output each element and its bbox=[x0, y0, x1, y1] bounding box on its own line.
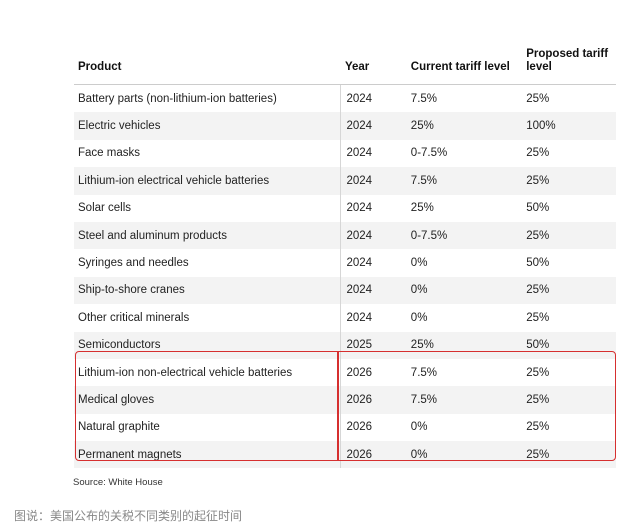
table-row-highlighted: Medical gloves 2026 7.5% 25% bbox=[74, 386, 616, 414]
cell-year: 2024 bbox=[340, 84, 407, 113]
cell-year: 2024 bbox=[340, 139, 407, 168]
cell-current-tariff: 25% bbox=[410, 202, 434, 215]
cell-proposed-tariff: 25% bbox=[522, 276, 616, 305]
cell-current-tariff: 0% bbox=[410, 421, 428, 434]
table-row: Steel and aluminum products 2024 0-7.5% 25% bbox=[74, 221, 616, 250]
table-row: Lithium-ion electrical vehicle batteries… bbox=[74, 167, 616, 195]
cell-proposed-tariff: 25% bbox=[522, 84, 616, 113]
table-row-highlighted: Lithium-ion non-electrical vehicle batte… bbox=[74, 358, 616, 387]
cell-proposed-tariff: 100% bbox=[522, 112, 616, 140]
cell-current-tariff: 7.5% bbox=[406, 386, 523, 414]
table-row: Syringes and needles 2024 0% 50% bbox=[74, 249, 616, 277]
cell-current-tariff: 25% bbox=[406, 331, 523, 359]
cell-proposed-tariff: 25% bbox=[522, 221, 616, 250]
cell-proposed-tariff: 25% bbox=[526, 147, 550, 160]
table-row: Battery parts (non-lithium-ion batteries… bbox=[74, 84, 616, 113]
header-year: Year bbox=[344, 61, 370, 73]
header-current-tariff: Current tariff level bbox=[410, 61, 510, 73]
cell-current-tariff: 0-7.5% bbox=[406, 221, 523, 250]
cell-product: Lithium-ion non-electrical vehicle batte… bbox=[78, 366, 293, 379]
cell-year: 2025 bbox=[340, 331, 407, 359]
highlight-box-divider bbox=[337, 351, 339, 461]
table-row: Other critical minerals 2024 0% 25% bbox=[74, 304, 616, 332]
cell-product: Electric vehicles bbox=[74, 112, 341, 140]
cell-proposed-tariff: 25% bbox=[526, 421, 550, 434]
table-row-highlighted: Permanent magnets 2026 0% 25% bbox=[74, 441, 616, 469]
cell-proposed-tariff: 50% bbox=[522, 331, 616, 359]
cell-product: Other critical minerals bbox=[78, 311, 190, 324]
cell-product: Face masks bbox=[78, 147, 140, 160]
cell-year: 2024 bbox=[340, 249, 407, 277]
cell-current-tariff: 7.5% bbox=[406, 167, 523, 195]
cell-proposed-tariff: 50% bbox=[526, 257, 550, 270]
cell-year: 2024 bbox=[340, 112, 407, 140]
cell-year: 2026 bbox=[340, 386, 407, 414]
cell-product: Permanent magnets bbox=[74, 441, 341, 469]
cell-year: 2024 bbox=[340, 167, 407, 195]
cell-year: 2026 bbox=[340, 413, 407, 442]
cell-proposed-tariff: 25% bbox=[526, 311, 550, 324]
table-row: Solar cells 2024 25% 50% bbox=[74, 194, 616, 222]
cell-year: 2024 bbox=[340, 221, 407, 250]
tariff-table: Product Year Current tariff level Propos… bbox=[74, 36, 616, 469]
table-row: Ship-to-shore cranes 2024 0% 25% bbox=[74, 276, 616, 305]
cell-product: Solar cells bbox=[78, 202, 132, 215]
table-body: Battery parts (non-lithium-ion batteries… bbox=[74, 84, 616, 469]
cell-current-tariff: 0% bbox=[406, 441, 523, 469]
cell-proposed-tariff: 25% bbox=[522, 441, 616, 469]
cell-proposed-tariff: 25% bbox=[522, 386, 616, 414]
cell-year: 2024 bbox=[340, 304, 407, 332]
cell-product: Medical gloves bbox=[74, 386, 341, 414]
cell-year: 2024 bbox=[340, 194, 407, 222]
cell-current-tariff: 0% bbox=[406, 276, 523, 305]
cell-product: Semiconductors bbox=[74, 331, 341, 359]
cell-product: Ship-to-shore cranes bbox=[74, 276, 341, 305]
cell-year: 2024 bbox=[340, 276, 407, 305]
cell-current-tariff: 25% bbox=[406, 112, 523, 140]
cell-product: Steel and aluminum products bbox=[74, 221, 341, 250]
cell-proposed-tariff: 50% bbox=[526, 202, 550, 215]
source-note: Source: White House bbox=[73, 477, 163, 488]
image-caption: 图说：美国公布的关税不同类别的起征时间 bbox=[14, 509, 243, 523]
cell-proposed-tariff: 25% bbox=[526, 366, 550, 379]
cell-current-tariff: 7.5% bbox=[406, 84, 523, 113]
table-row: Electric vehicles 2024 25% 100% bbox=[74, 112, 616, 140]
cell-current-tariff: 0% bbox=[410, 257, 428, 270]
cell-current-tariff: 7.5% bbox=[410, 366, 438, 379]
cell-year: 2026 bbox=[340, 441, 407, 469]
cell-product: Battery parts (non-lithium-ion batteries… bbox=[74, 84, 341, 113]
table-header-row: Product Year Current tariff level Propos… bbox=[74, 36, 616, 85]
header-product: Product bbox=[78, 61, 122, 73]
cell-current-tariff: 0-7.5% bbox=[410, 147, 448, 160]
table-row: Face masks 2024 0-7.5% 25% bbox=[74, 139, 616, 168]
cell-product: Lithium-ion electrical vehicle batteries bbox=[74, 167, 341, 195]
header-proposed-tariff: Proposed tariff level bbox=[526, 48, 609, 73]
cell-proposed-tariff: 25% bbox=[522, 167, 616, 195]
cell-product: Syringes and needles bbox=[78, 257, 189, 270]
cell-year: 2026 bbox=[340, 358, 407, 387]
cell-product: Natural graphite bbox=[78, 421, 160, 434]
cell-current-tariff: 0% bbox=[410, 311, 428, 324]
tariff-table-card: Product Year Current tariff level Propos… bbox=[60, 30, 628, 500]
table-row-highlighted: Natural graphite 2026 0% 25% bbox=[74, 413, 616, 442]
table-row: Semiconductors 2025 25% 50% bbox=[74, 331, 616, 359]
